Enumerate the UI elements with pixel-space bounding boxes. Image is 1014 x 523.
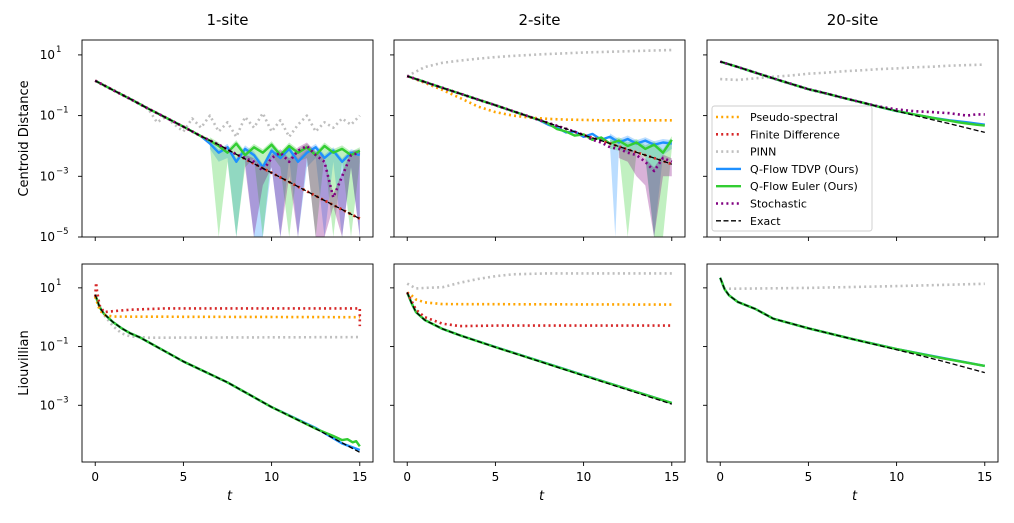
series-line-pseudo-spectral [93, 296, 360, 319]
y-tick-label: 10 [40, 48, 55, 62]
x-tick-label: 5 [492, 470, 500, 484]
y-tick-exponent: −1 [56, 106, 69, 116]
series-line-pseudo-spectral [406, 291, 672, 306]
subplot-6: 0 5 10 15 t [703, 263, 999, 504]
plot-area [719, 60, 985, 134]
y-tick-base: 10 [40, 230, 55, 244]
subplot-title: 1-site [206, 11, 248, 29]
y-tick-base: 10 [40, 281, 55, 295]
axes-frame [81, 39, 374, 238]
y-tick-base: 10 [40, 398, 55, 412]
y-tick-exponent: 1 [56, 45, 61, 55]
y-tick-label: 10 [40, 109, 55, 123]
series-line-q-flow-tdvp-ours [719, 277, 986, 368]
y-tick-exponent: −5 [56, 227, 69, 237]
legend-label: Finite Difference [750, 128, 840, 141]
subplot-title: 20-site [827, 11, 879, 29]
y-tick-label: 10 [40, 281, 55, 295]
series-line-pinn [720, 63, 985, 82]
series-line-stochastic [406, 74, 673, 173]
series-line-pinn [406, 272, 672, 290]
series-line-pinn [723, 282, 985, 291]
series-line-exact [406, 292, 672, 405]
legend: Pseudo-spectral Finite Difference PINN Q-Fl… [711, 105, 873, 232]
y-tick-label: 10 [40, 398, 55, 412]
subplot-5: 0 5 10 15 t [390, 263, 686, 504]
x-tick-label: 0 [403, 470, 411, 484]
plot-area [406, 48, 673, 237]
y-tick-base: 10 [40, 48, 55, 62]
x-tick-label: 10 [264, 470, 279, 484]
legend-label: Q-Flow TDVP (Ours) [750, 163, 859, 176]
y-axis-label: Liouvillian [17, 330, 32, 395]
subplot-3: 20-site [703, 11, 999, 241]
band-q-flow-euler-ours [209, 137, 360, 237]
x-tick-label: 10 [889, 470, 904, 484]
band-q-flow-euler-ours [610, 136, 672, 237]
y-axis-label: Centroid Distance [17, 80, 32, 196]
legend-label: Pseudo-spectral [750, 111, 838, 124]
series-line-exact [406, 75, 673, 165]
legend-label: Exact [750, 215, 781, 228]
series-line-q-flow-tdvp-ours [94, 294, 361, 452]
plot-area [406, 272, 673, 405]
x-tick-label: 0 [91, 470, 99, 484]
x-tick-label: 15 [664, 470, 679, 484]
band-stochastic [618, 145, 672, 237]
y-tick-base: 10 [40, 340, 55, 354]
series-line-stochastic [94, 79, 361, 199]
x-axis-label: t [227, 489, 233, 504]
axes-frame [81, 263, 374, 463]
legend-label: Stochastic [750, 198, 807, 211]
legend-label: PINN [750, 146, 776, 159]
series-line-exact [720, 60, 985, 134]
y-tick-exponent: 1 [56, 278, 61, 288]
series-line-q-flow-euler-ours [406, 291, 673, 405]
y-tick-label: 10 [40, 340, 55, 354]
x-tick-label: 5 [805, 470, 813, 484]
series-line-finite-difference [93, 281, 362, 327]
series-line-exact [94, 80, 361, 220]
series-line-exact [719, 277, 985, 374]
series-line-pinn [94, 296, 360, 340]
y-tick-exponent: −3 [56, 166, 69, 176]
subplot-2: 2-site [390, 11, 686, 241]
x-tick-label: 15 [352, 470, 367, 484]
y-tick-exponent: −3 [56, 395, 69, 405]
plot-area [93, 281, 362, 453]
y-tick-base: 10 [40, 169, 55, 183]
axes-frame [706, 39, 999, 238]
series-line-q-flow-euler-ours [719, 277, 986, 368]
series-line-pinn [94, 79, 361, 139]
series-line-pseudo-spectral [406, 74, 672, 122]
x-tick-label: 10 [576, 470, 591, 484]
series-line-pinn [406, 48, 672, 78]
series-line-finite-difference [406, 291, 672, 328]
x-tick-label: 15 [977, 470, 992, 484]
subplot-title: 2-site [518, 11, 560, 29]
x-tick-label: 0 [716, 470, 724, 484]
plot-area [94, 79, 361, 237]
axes-frame [393, 39, 686, 238]
y-tick-label: 10 [40, 230, 55, 244]
y-tick-base: 10 [40, 109, 55, 123]
series-line-q-flow-euler-ours [94, 294, 361, 447]
series-line-exact [94, 294, 361, 453]
plot-area [719, 277, 986, 374]
x-axis-label: t [852, 489, 858, 504]
legend-box [711, 105, 873, 232]
legend-label: Q-Flow Euler (Ours) [750, 180, 858, 193]
y-tick-label: 10 [40, 169, 55, 183]
axes-frame [706, 263, 999, 463]
x-tick-label: 5 [180, 470, 188, 484]
band-q-flow-tdvp-ours [209, 140, 360, 237]
axes-frame [393, 263, 686, 463]
series-line-q-flow-tdvp-ours [406, 291, 673, 405]
x-axis-label: t [539, 489, 545, 504]
y-tick-exponent: −1 [56, 337, 69, 347]
series-line-q-flow-tdvp-ours [406, 74, 672, 146]
